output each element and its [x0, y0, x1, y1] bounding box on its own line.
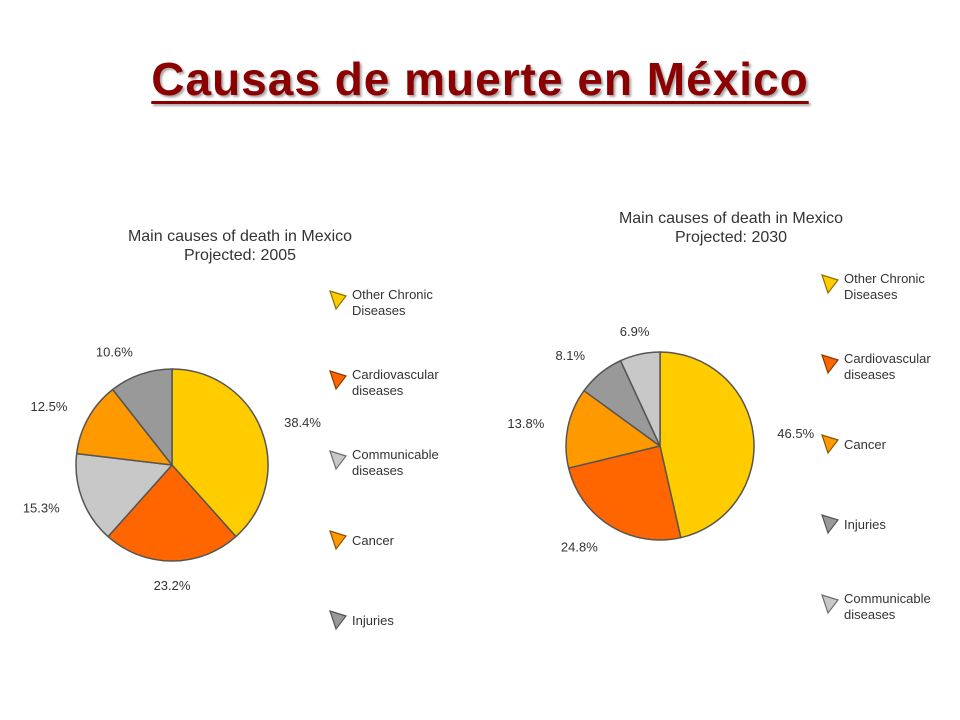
chart-subtitle: Projected: 2030: [675, 229, 787, 246]
pie-slice-2: [567, 445, 682, 541]
legend-label: Other Chronic: [352, 287, 433, 302]
legend-swatch-icon: [329, 290, 348, 311]
pie-slice-1: [171, 368, 269, 538]
pie-slice-3: [565, 389, 661, 469]
pie-chart-2: Main causes of death in Mexico Projected:…: [507, 210, 931, 622]
pie-slice-4: [75, 388, 173, 466]
pie-slice-5: [111, 368, 173, 466]
slice-value-label: 23.2%: [154, 578, 191, 593]
slice-value-label: 13.8%: [507, 416, 544, 431]
legend-label: Cardiovascular: [352, 367, 439, 382]
legend-label: Cancer: [352, 533, 395, 548]
chart-title: Main causes of death in Mexico: [128, 228, 352, 245]
legend-label: Injuries: [352, 613, 394, 628]
legend-item: Injuries: [329, 610, 394, 631]
legend-swatch-icon: [329, 370, 348, 391]
legend-item: Cancer: [329, 530, 395, 551]
pie-slice-5: [619, 351, 661, 447]
slice-value-label: 12.5%: [31, 399, 68, 414]
legend-swatch-icon: [329, 610, 348, 631]
pie-slice-2: [107, 464, 237, 562]
legend-item: Injuries: [821, 514, 886, 535]
slice-value-label: 8.1%: [555, 348, 585, 363]
slice-value-label: 38.4%: [284, 415, 321, 430]
legend-label: Diseases: [352, 303, 406, 318]
legend-swatch-icon: [821, 434, 840, 455]
slice-value-label: 15.3%: [23, 500, 60, 515]
slice-value-label: 10.6%: [96, 345, 133, 360]
legend-label: Diseases: [844, 287, 898, 302]
chart-title: Main causes of death in Mexico: [619, 210, 843, 227]
chart-subtitle: Projected: 2005: [184, 247, 296, 264]
legend-swatch-icon: [821, 274, 840, 295]
legend-item: Cancer: [821, 434, 887, 455]
legend-label: diseases: [352, 463, 404, 478]
legend-swatch-icon: [329, 450, 348, 471]
legend-label: Communicable: [844, 591, 931, 606]
slice-value-label: 46.5%: [777, 426, 814, 441]
pie-chart-1: Main causes of death in Mexico Projected:…: [23, 228, 439, 631]
slice-value-label: 24.8%: [561, 539, 598, 554]
legend-label: Cancer: [844, 437, 887, 452]
legend-label: Communicable: [352, 447, 439, 462]
slice-value-label: 6.9%: [620, 324, 650, 339]
legend-label: diseases: [844, 607, 896, 622]
legend-label: diseases: [352, 383, 404, 398]
legend-swatch-icon: [821, 514, 840, 535]
legend-label: Cardiovascular: [844, 351, 931, 366]
legend-label: Injuries: [844, 517, 886, 532]
legend-swatch-icon: [821, 594, 840, 615]
pie-slice-1: [659, 351, 755, 539]
legend-swatch-icon: [821, 354, 840, 375]
slide-title: Causas de muerte en México: [151, 53, 809, 105]
pie-slice-3: [75, 452, 173, 538]
legend-swatch-icon: [329, 530, 348, 551]
legend-label: diseases: [844, 367, 896, 382]
legend-label: Other Chronic: [844, 271, 925, 286]
